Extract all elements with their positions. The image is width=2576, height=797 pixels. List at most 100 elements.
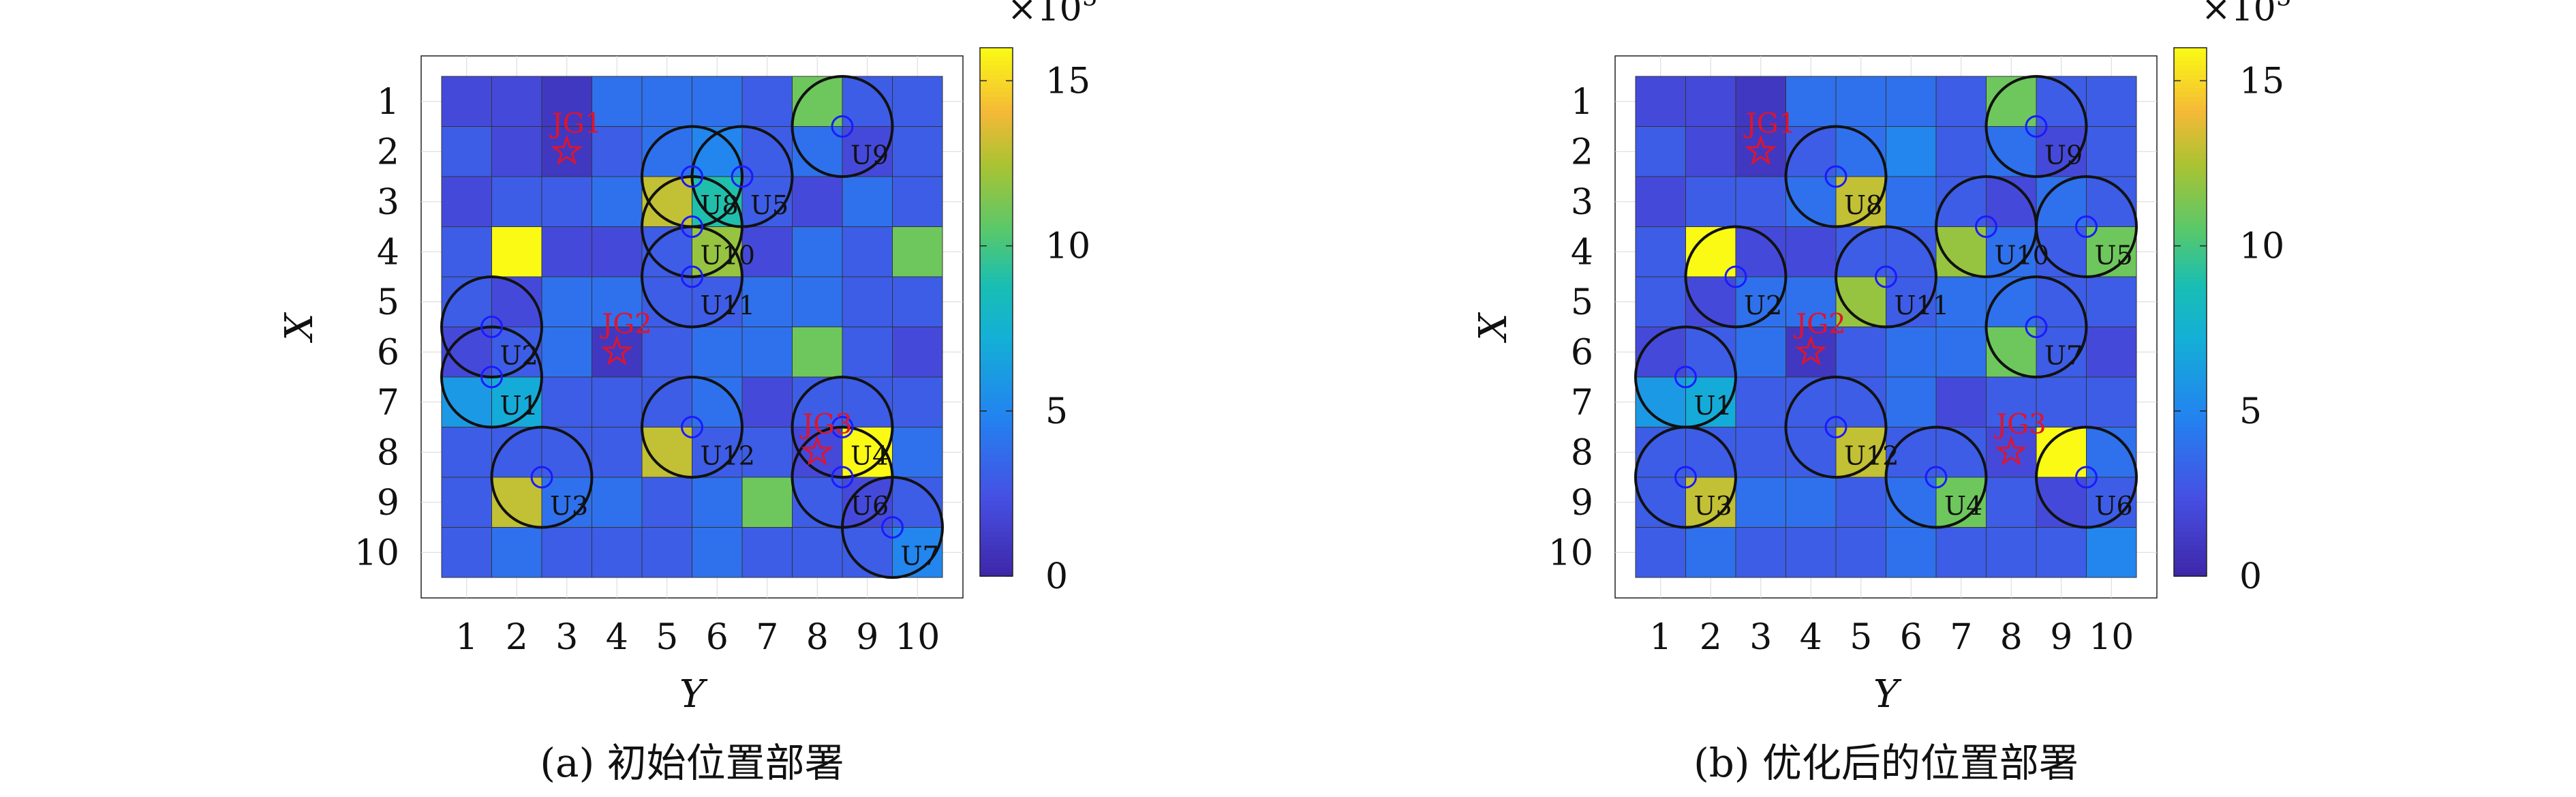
heatmap-cell bbox=[1785, 176, 1837, 227]
colorbar-segment bbox=[980, 382, 1013, 388]
heatmap-cell bbox=[1785, 427, 1837, 478]
colorbar-segment bbox=[980, 532, 1013, 537]
heatmap-cell bbox=[741, 376, 793, 427]
colorbar-segment bbox=[980, 56, 1013, 62]
heatmap-cell bbox=[441, 226, 492, 277]
colorbar-segment bbox=[980, 145, 1013, 150]
drone-marker bbox=[480, 316, 503, 338]
colorbar-segment bbox=[980, 215, 1013, 220]
colorbar-segment bbox=[980, 157, 1013, 163]
colorbar-segment bbox=[2174, 175, 2207, 181]
ground-station-marker bbox=[600, 335, 633, 366]
x-tick-label: 6 bbox=[1900, 617, 1922, 658]
heatmap-cell bbox=[692, 427, 743, 478]
drone-marker bbox=[1925, 466, 1948, 489]
colorbar-segment bbox=[2174, 404, 2207, 410]
colorbar-segment bbox=[2174, 122, 2207, 128]
x-tick-label: 7 bbox=[756, 617, 778, 658]
colorbar-segment bbox=[980, 109, 1013, 115]
heatmap-cell bbox=[1886, 126, 1937, 177]
colorbar-segment bbox=[2174, 127, 2207, 132]
drone-label: U5 bbox=[750, 190, 788, 220]
colorbar-segment bbox=[980, 127, 1013, 132]
colorbar-segment bbox=[2174, 487, 2207, 494]
coverage-circle bbox=[440, 275, 543, 378]
heatmap-cell bbox=[741, 226, 793, 277]
coverage-circle bbox=[1784, 376, 1888, 479]
colorbar-segment bbox=[980, 571, 1013, 577]
colorbar-segment bbox=[980, 360, 1013, 365]
heatmap-cell bbox=[2036, 376, 2087, 427]
ground-station-label: JG1 bbox=[1743, 108, 1796, 139]
colorbar-segment bbox=[2174, 316, 2207, 322]
heatmap-cell bbox=[641, 527, 692, 578]
colorbar-segment bbox=[980, 369, 1013, 374]
heatmap-cell bbox=[842, 176, 893, 227]
x-tick-label: 5 bbox=[1850, 617, 1872, 658]
colorbar-tick-label: 10 bbox=[2239, 226, 2284, 267]
heatmap-cell bbox=[491, 477, 542, 528]
heatmap-cell bbox=[792, 276, 843, 327]
colorbar-segment bbox=[2174, 483, 2207, 489]
colorbar-segment bbox=[2174, 259, 2207, 265]
x-tick-label: 4 bbox=[1800, 617, 1822, 658]
heatmap-cell bbox=[592, 327, 643, 378]
heatmap-cell bbox=[892, 427, 943, 478]
colorbar-segment bbox=[2174, 356, 2207, 361]
drone-marker bbox=[1674, 466, 1697, 489]
colorbar-segment bbox=[980, 444, 1013, 449]
y-tick-label: 6 bbox=[1571, 332, 1593, 373]
colorbar-segment bbox=[980, 333, 1013, 340]
heatmap-cell bbox=[842, 226, 893, 277]
colorbar-segment bbox=[2174, 188, 2207, 194]
colorbar-segment bbox=[980, 281, 1013, 286]
heatmap-cell bbox=[792, 176, 843, 227]
y-tick-label: 3 bbox=[1571, 182, 1593, 223]
y-tick-label: 5 bbox=[1571, 282, 1593, 323]
heatmap-cell bbox=[1785, 226, 1837, 277]
colorbar-segment bbox=[2174, 510, 2207, 515]
drone-label: U6 bbox=[850, 491, 889, 521]
heatmap-cell bbox=[1685, 176, 1736, 227]
colorbar-segment bbox=[980, 567, 1013, 573]
heatmap-cell bbox=[592, 276, 643, 327]
x-tick-label: 5 bbox=[656, 617, 678, 658]
heatmap-cell bbox=[541, 527, 592, 578]
colorbar-segment bbox=[980, 487, 1013, 494]
colorbar-segment bbox=[980, 74, 1013, 80]
heatmap-cell bbox=[2086, 327, 2137, 378]
colorbar-segment bbox=[2174, 365, 2207, 370]
colorbar-segment bbox=[980, 387, 1013, 392]
colorbar-segment bbox=[2174, 479, 2207, 485]
heatmap-cell bbox=[1685, 376, 1736, 427]
heatmap-cell bbox=[1635, 126, 1686, 177]
heatmap-cell bbox=[2036, 226, 2087, 277]
colorbar-segment bbox=[980, 536, 1013, 542]
coverage-circle bbox=[1984, 75, 2088, 178]
colorbar-segment bbox=[2174, 290, 2207, 295]
colorbar-segment bbox=[980, 373, 1013, 379]
heatmap-cell bbox=[641, 226, 692, 277]
colorbar-segment bbox=[2174, 470, 2207, 476]
x-tick-label: 3 bbox=[555, 617, 578, 658]
colorbar-segment bbox=[980, 299, 1013, 304]
heatmap-cell bbox=[541, 376, 592, 427]
heatmap-cell bbox=[441, 76, 492, 127]
colorbar-segment bbox=[980, 421, 1013, 427]
colorbar-segment bbox=[2174, 360, 2207, 365]
heatmap-cell bbox=[892, 527, 943, 578]
colorbar-segment bbox=[2174, 501, 2207, 507]
colorbar-segment bbox=[980, 430, 1013, 436]
colorbar-segment bbox=[980, 210, 1013, 216]
heatmap-cell bbox=[2036, 76, 2087, 127]
heatmap-cell bbox=[641, 376, 692, 427]
colorbar-segment bbox=[2174, 430, 2207, 436]
colorbar-segment bbox=[980, 162, 1013, 168]
colorbar-segment bbox=[980, 100, 1013, 106]
colorbar-segment bbox=[2174, 541, 2207, 546]
colorbar-segment bbox=[2174, 162, 2207, 168]
colorbar-tick-label: 0 bbox=[2239, 556, 2262, 597]
coverage-circle bbox=[1884, 425, 1988, 529]
colorbar-segment bbox=[980, 78, 1013, 84]
drone-label: U1 bbox=[500, 391, 538, 421]
